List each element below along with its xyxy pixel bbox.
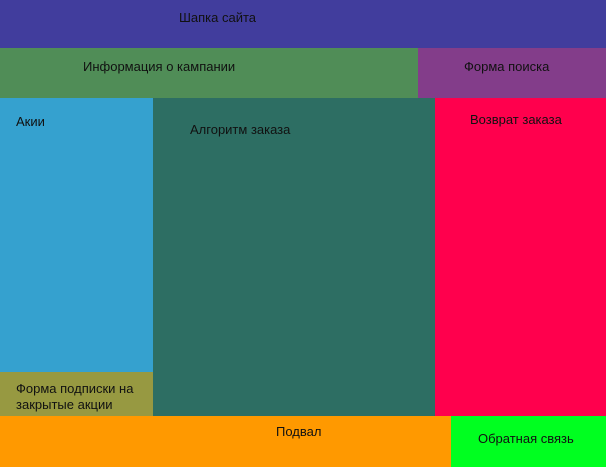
company-info-block: Информация о кампании [0, 48, 418, 98]
search-form-block: Форма поиска [418, 48, 606, 98]
search-form-label: Форма поиска [464, 59, 550, 74]
order-return-label: Возврат заказа [470, 112, 562, 127]
footer-block: Подвал [0, 416, 451, 467]
subscribe-form-block: Форма подписки на закрытые акции [0, 372, 153, 416]
feedback-label: Обратная связь [478, 431, 574, 446]
order-algorithm-label: Алгоритм заказа [190, 122, 291, 137]
order-return-block: Возврат заказа [435, 98, 606, 416]
promotions-label: Акии [16, 114, 45, 129]
promotions-block: Акии [0, 98, 153, 372]
header-label: Шапка сайта [179, 10, 257, 25]
order-algorithm-block: Алгоритм заказа [153, 98, 435, 416]
company-info-label: Информация о кампании [83, 59, 236, 74]
footer-label: Подвал [276, 424, 322, 439]
subscribe-form-label: Форма подписки на закрытые акции [16, 381, 134, 412]
feedback-block: Обратная связь [451, 416, 606, 467]
header-block: Шапка сайта [0, 0, 606, 48]
